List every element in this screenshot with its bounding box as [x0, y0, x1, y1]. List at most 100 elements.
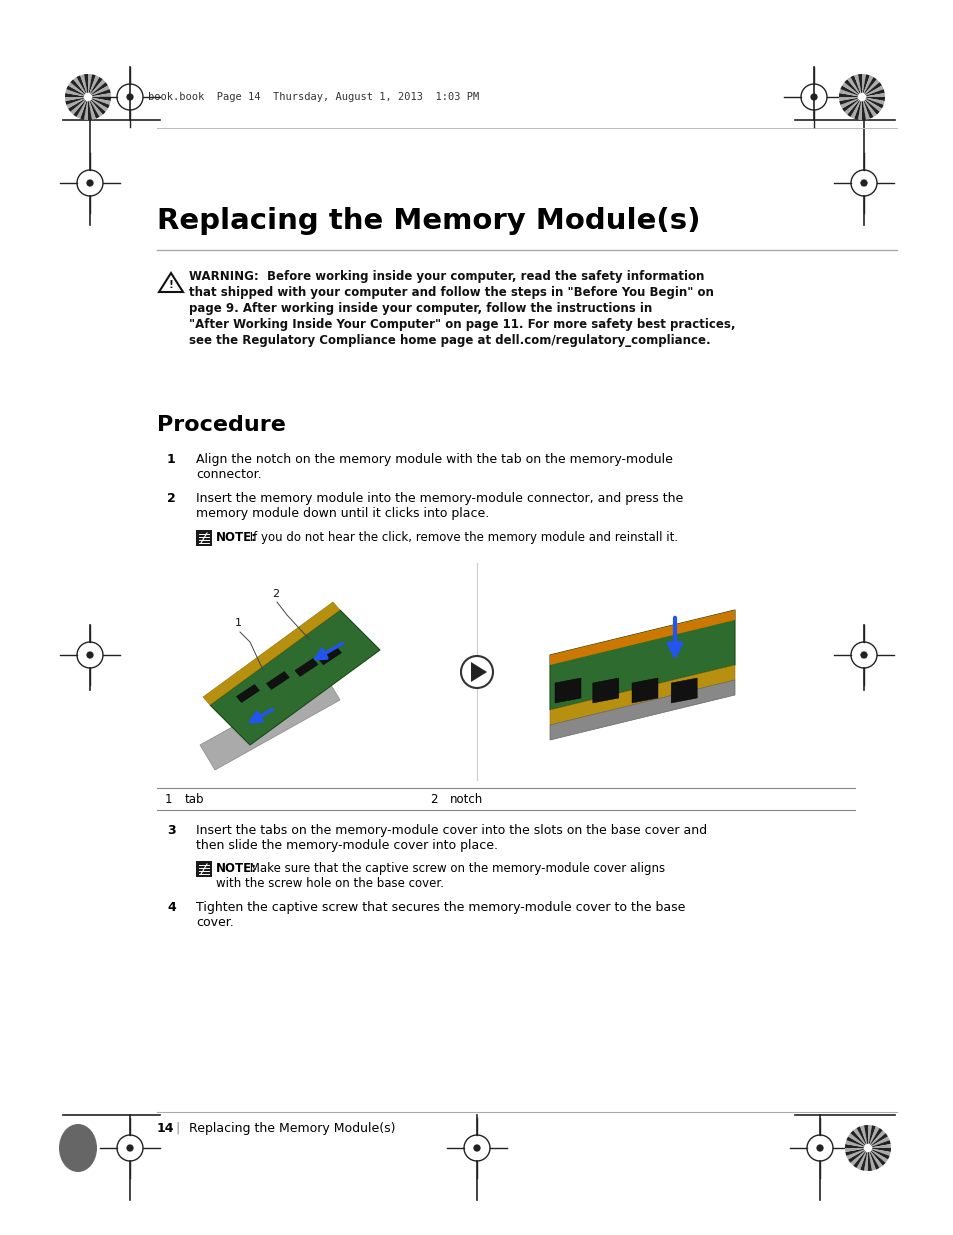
Wedge shape [867, 1149, 890, 1152]
Text: 2: 2 [272, 589, 279, 599]
Text: 14: 14 [157, 1123, 174, 1135]
Wedge shape [857, 98, 862, 120]
Wedge shape [68, 98, 88, 112]
Wedge shape [88, 93, 111, 98]
Wedge shape [844, 1149, 867, 1152]
Wedge shape [841, 83, 862, 98]
Wedge shape [843, 79, 862, 98]
Wedge shape [862, 98, 882, 109]
Wedge shape [845, 1136, 867, 1149]
Wedge shape [867, 1149, 871, 1171]
Wedge shape [73, 77, 88, 98]
Text: connector.: connector. [195, 468, 261, 480]
Wedge shape [856, 1126, 867, 1149]
Wedge shape [88, 98, 111, 101]
Polygon shape [555, 678, 580, 703]
Polygon shape [550, 680, 734, 740]
Wedge shape [844, 1140, 867, 1149]
Wedge shape [852, 1128, 867, 1149]
Wedge shape [88, 85, 110, 98]
Wedge shape [71, 98, 88, 115]
Wedge shape [863, 1125, 867, 1149]
Text: cover.: cover. [195, 916, 233, 929]
Polygon shape [550, 664, 734, 725]
Wedge shape [862, 83, 881, 98]
Circle shape [863, 1144, 871, 1152]
Wedge shape [847, 1149, 867, 1163]
Wedge shape [73, 98, 88, 117]
Text: Replacing the Memory Module(s): Replacing the Memory Module(s) [157, 207, 700, 235]
Text: Insert the tabs on the memory-module cover into the slots on the base cover and: Insert the tabs on the memory-module cov… [195, 824, 706, 837]
Wedge shape [850, 75, 862, 98]
Circle shape [816, 1145, 822, 1152]
Wedge shape [80, 74, 88, 98]
Polygon shape [550, 610, 734, 710]
Circle shape [860, 651, 866, 658]
Text: !: ! [169, 280, 173, 290]
Wedge shape [862, 98, 884, 101]
Circle shape [87, 651, 93, 658]
Polygon shape [671, 678, 697, 703]
Wedge shape [862, 98, 883, 105]
Wedge shape [76, 75, 88, 98]
Wedge shape [863, 1149, 867, 1171]
Polygon shape [203, 601, 339, 705]
Wedge shape [88, 74, 95, 98]
Text: 3: 3 [167, 824, 175, 837]
Text: then slide the memory-module cover into place.: then slide the memory-module cover into … [195, 839, 497, 852]
Wedge shape [849, 1149, 867, 1166]
Wedge shape [846, 77, 862, 98]
Polygon shape [318, 647, 341, 664]
Wedge shape [80, 98, 88, 120]
Text: see the Regulatory Compliance home page at dell.com/regulatory_compliance.: see the Regulatory Compliance home page … [189, 333, 710, 347]
Wedge shape [853, 98, 862, 120]
Wedge shape [88, 98, 95, 120]
Wedge shape [867, 1134, 887, 1149]
Circle shape [460, 656, 493, 688]
Text: WARNING:  Before working inside your computer, read the safety information: WARNING: Before working inside your comp… [189, 270, 703, 283]
Wedge shape [853, 74, 862, 98]
Wedge shape [850, 98, 862, 119]
Wedge shape [66, 89, 88, 98]
Polygon shape [266, 672, 289, 689]
Wedge shape [867, 1126, 879, 1149]
Wedge shape [862, 74, 869, 98]
Wedge shape [88, 77, 103, 98]
Text: Tighten the captive screw that secures the memory-module cover to the base: Tighten the captive screw that secures t… [195, 902, 684, 914]
Polygon shape [294, 658, 317, 677]
Wedge shape [839, 98, 862, 105]
Wedge shape [67, 85, 88, 98]
Wedge shape [867, 1149, 887, 1163]
Wedge shape [852, 1149, 867, 1168]
Wedge shape [847, 1134, 867, 1149]
Wedge shape [838, 98, 862, 101]
Text: 1: 1 [165, 793, 172, 806]
Circle shape [84, 93, 92, 101]
Wedge shape [862, 98, 881, 112]
Wedge shape [856, 1149, 867, 1170]
Circle shape [860, 179, 866, 186]
Text: page 9. After working inside your computer, follow the instructions in: page 9. After working inside your comput… [189, 303, 652, 315]
Text: that shipped with your computer and follow the steps in "Before You Begin" on: that shipped with your computer and foll… [189, 287, 713, 299]
Polygon shape [631, 678, 658, 703]
Polygon shape [236, 684, 259, 703]
Wedge shape [862, 85, 882, 98]
Wedge shape [840, 98, 862, 109]
Text: notch: notch [450, 793, 483, 806]
Text: Replacing the Memory Module(s): Replacing the Memory Module(s) [189, 1123, 395, 1135]
Circle shape [126, 1145, 133, 1152]
Wedge shape [862, 98, 865, 120]
Wedge shape [84, 98, 88, 120]
Text: with the screw hole on the base cover.: with the screw hole on the base cover. [215, 877, 443, 890]
Wedge shape [88, 74, 91, 98]
Wedge shape [867, 1149, 879, 1170]
Text: tab: tab [185, 793, 204, 806]
Wedge shape [862, 98, 869, 120]
Wedge shape [867, 1149, 884, 1166]
Wedge shape [862, 98, 873, 119]
Wedge shape [844, 1144, 867, 1149]
Text: If you do not hear the click, remove the memory module and reinstall it.: If you do not hear the click, remove the… [246, 531, 678, 543]
Wedge shape [862, 79, 879, 98]
Wedge shape [71, 79, 88, 98]
Wedge shape [841, 98, 862, 112]
